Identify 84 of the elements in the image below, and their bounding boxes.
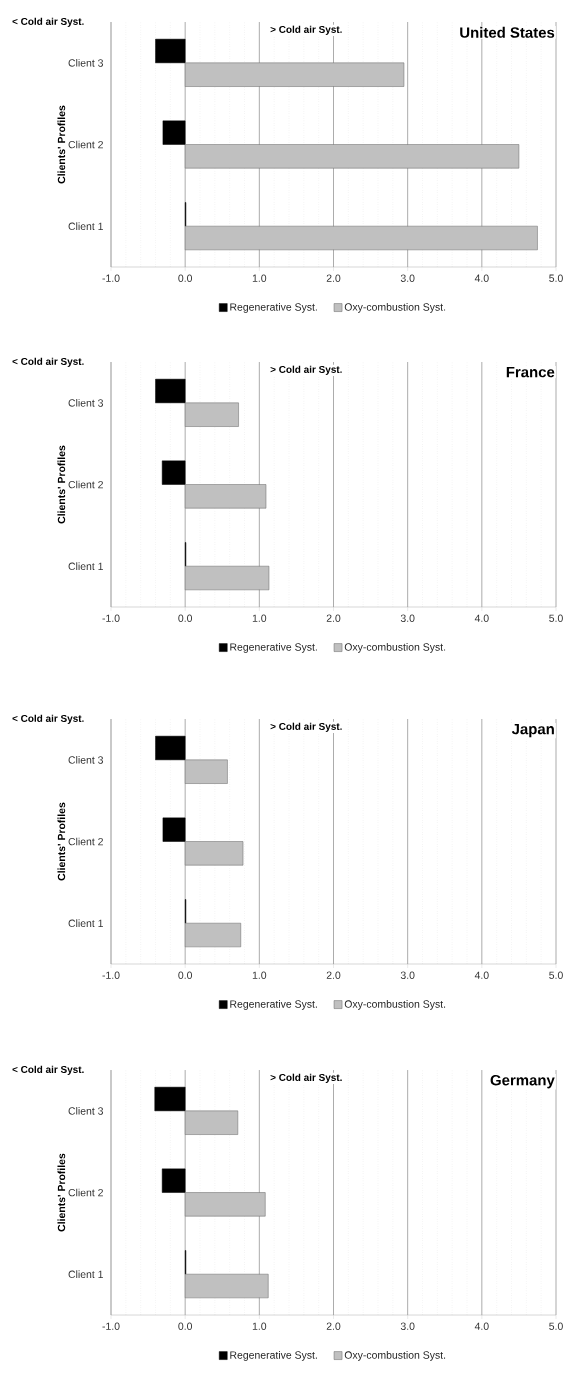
x-tick-label: 4.0	[474, 971, 489, 979]
x-tick-label: 3.0	[400, 1322, 415, 1330]
annotation: > Cold air Syst.	[270, 1073, 342, 1083]
x-tick-label: 3.0	[400, 614, 415, 622]
y-tick-label: Client 2	[68, 1188, 103, 1197]
x-tick-label: 5.0	[549, 274, 563, 282]
bar	[184, 484, 267, 509]
y-tick-label: Client 3	[68, 399, 104, 407]
chart-title: Germany	[490, 1074, 555, 1089]
x-tick-label: 0.0	[178, 614, 193, 622]
bar	[184, 1192, 266, 1217]
y-axis-title: Clients' Profiles	[57, 445, 66, 524]
x-tick-label: 2.0	[326, 1322, 341, 1330]
x-tick-label: 2.0	[326, 274, 341, 282]
bar	[161, 460, 186, 485]
legend-label: Oxy-combustion Syst.	[344, 1000, 446, 1010]
legend-label: Oxy-combustion Syst.	[344, 643, 446, 653]
legend-label: Regenerative Syst.	[230, 303, 317, 313]
chart-title: France	[506, 366, 555, 378]
x-tick-label: 1.0	[252, 614, 267, 622]
text: < Cold air Syst.	[12, 714, 84, 724]
bar	[162, 120, 186, 145]
annotation: > Cold air Syst.	[270, 365, 342, 375]
x-tick-label: -1.0	[102, 971, 120, 979]
bar	[154, 1086, 186, 1112]
bar	[155, 378, 186, 404]
x-tick-label: 3.0	[400, 971, 415, 979]
x-tick-label: 0.0	[178, 1322, 193, 1330]
y-tick-label: Client 1	[68, 1270, 103, 1279]
bar	[155, 38, 186, 64]
y-tick-label: Client 2	[68, 837, 103, 846]
bar	[184, 922, 242, 948]
x-tick-label: 4.0	[474, 274, 489, 282]
text: < Cold air Syst.	[12, 1065, 84, 1075]
bar	[184, 1110, 239, 1135]
y-tick-label: Client 3	[68, 59, 104, 67]
bar	[184, 759, 228, 784]
bar	[161, 1168, 186, 1193]
x-tick-label: 1.0	[252, 971, 267, 979]
y-axis-title: Clients' Profiles	[57, 1153, 66, 1232]
legend-label: Oxy-combustion Syst.	[344, 303, 446, 313]
bar	[184, 144, 520, 169]
legend-label: Regenerative Syst.	[230, 1000, 317, 1010]
bar	[184, 225, 538, 251]
y-axis-title: Clients' Profiles	[57, 105, 66, 184]
x-tick-label: 1.0	[252, 274, 267, 282]
x-tick-label: -1.0	[102, 274, 120, 282]
chart-title: United States	[460, 26, 555, 38]
bar	[184, 62, 405, 87]
x-tick-label: 0.0	[178, 274, 193, 282]
x-tick-label: 2.0	[326, 971, 341, 979]
y-tick-label: Client 3	[68, 756, 104, 764]
bar	[184, 841, 244, 866]
x-tick-label: 3.0	[400, 274, 415, 282]
x-tick-label: 5.0	[549, 1322, 563, 1330]
y-axis-title: Clients' Profiles	[57, 802, 66, 881]
x-tick-label: 5.0	[549, 971, 563, 979]
x-tick-label: 2.0	[326, 614, 341, 622]
x-tick-label: 1.0	[252, 1322, 267, 1330]
annotation: > Cold air Syst.	[270, 25, 342, 35]
x-tick-label: -1.0	[102, 614, 120, 622]
legend-label: Oxy-combustion Syst.	[344, 1351, 446, 1361]
annotation: > Cold air Syst.	[270, 722, 342, 732]
y-tick-label: Client 1	[68, 222, 103, 231]
bar	[184, 565, 270, 591]
y-tick-label: Client 2	[68, 480, 103, 489]
text: < Cold air Syst.	[12, 17, 84, 27]
chart-title: Japan	[511, 723, 554, 738]
x-tick-label: -1.0	[102, 1322, 120, 1330]
bar	[184, 1273, 269, 1299]
x-tick-label: 5.0	[549, 614, 563, 622]
legend-label: Regenerative Syst.	[230, 643, 317, 653]
x-tick-label: 4.0	[474, 614, 489, 622]
y-tick-label: Client 1	[68, 562, 103, 571]
bar	[162, 817, 186, 842]
text: < Cold air Syst.	[12, 357, 84, 367]
y-tick-label: Client 2	[68, 140, 103, 149]
bar	[184, 402, 239, 427]
bar	[155, 735, 186, 761]
x-tick-label: 4.0	[474, 1322, 489, 1330]
x-tick-label: 0.0	[178, 971, 193, 979]
legend-label: Regenerative Syst.	[230, 1351, 317, 1361]
y-tick-label: Client 1	[68, 919, 103, 928]
y-tick-label: Client 3	[68, 1107, 104, 1115]
